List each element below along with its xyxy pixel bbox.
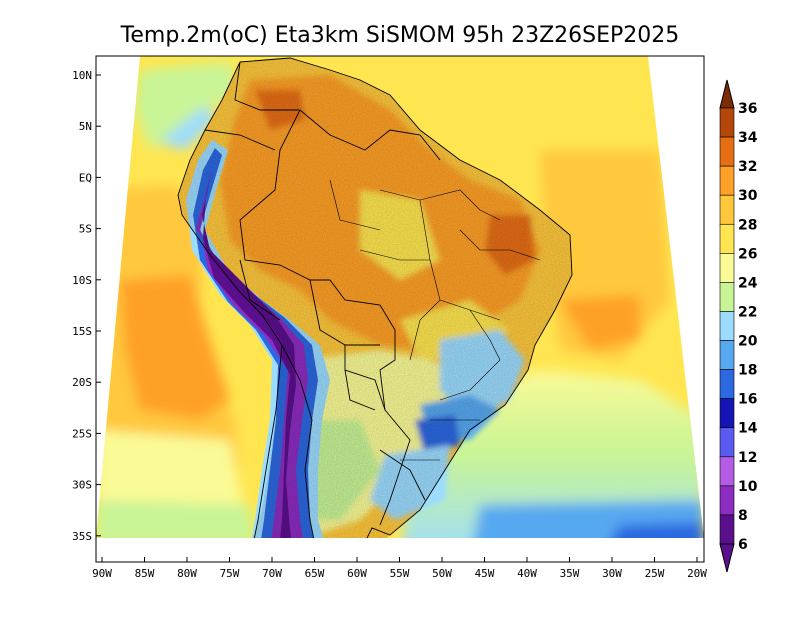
colorbar-swatch bbox=[719, 311, 735, 341]
lon-tick-label: 80W bbox=[177, 567, 197, 580]
lon-tick-label: 30W bbox=[602, 567, 622, 580]
coastline bbox=[177, 57, 573, 538]
lon-tick-label: 65W bbox=[305, 567, 325, 580]
brazil-border bbox=[239, 109, 441, 526]
colorbar-swatch bbox=[719, 398, 735, 429]
lon-tick-label: 85W bbox=[135, 567, 155, 580]
colorbar-label: 28 bbox=[738, 217, 757, 233]
caribbean-mild-area bbox=[135, 62, 240, 150]
colorbar-label: 24 bbox=[738, 275, 758, 291]
colombia-border bbox=[204, 61, 300, 151]
colorbar-label: 10 bbox=[738, 479, 758, 495]
lat-tick-label: 35S bbox=[72, 530, 92, 543]
lon-tick-label: 20W bbox=[687, 567, 707, 580]
lon-tick-label: 55W bbox=[390, 567, 410, 580]
argentina-chile-border bbox=[281, 344, 386, 538]
colorbar-label: 8 bbox=[738, 508, 748, 524]
colorbar-label: 14 bbox=[738, 421, 758, 437]
colorbar-label: 34 bbox=[738, 130, 758, 146]
colorbar-label: 26 bbox=[738, 246, 757, 262]
lon-tick-label: 60W bbox=[347, 567, 367, 580]
colorbar-swatch bbox=[719, 427, 735, 458]
colorbar-swatch bbox=[719, 136, 735, 167]
colorbar-swatch bbox=[719, 223, 735, 254]
uruguay-paraguay-border bbox=[344, 369, 426, 501]
temperature-field bbox=[96, 56, 704, 538]
colorbar-bottom-arrow bbox=[719, 543, 735, 573]
country-borders bbox=[177, 57, 573, 538]
colorbar-label: 18 bbox=[738, 363, 757, 379]
map-title: Temp.2m(oC) Eta3km SiSMOM 95h 23Z26SEP20… bbox=[120, 23, 680, 48]
colorbar-label: 30 bbox=[738, 188, 758, 204]
lat-tick-label: 5S bbox=[79, 223, 92, 236]
lon-tick-label: 75W bbox=[220, 567, 240, 580]
brazil-states bbox=[329, 179, 541, 461]
pacific-hot-area bbox=[120, 275, 230, 420]
lon-tick-label: 25W bbox=[645, 567, 665, 580]
colorbar-swatch bbox=[719, 165, 735, 196]
colorbar-swatch bbox=[719, 369, 735, 399]
lon-tick-label: 40W bbox=[517, 567, 537, 580]
lat-tick-label: 5N bbox=[79, 120, 92, 133]
colorbar-label: 32 bbox=[738, 159, 757, 175]
lat-tick-label: 15S bbox=[72, 325, 92, 338]
southatlantic-coldest-area bbox=[600, 522, 704, 538]
colorbar-swatch bbox=[719, 485, 735, 516]
southpacific-cool-area bbox=[96, 500, 255, 538]
colorbar-label: 36 bbox=[738, 101, 757, 117]
map-frame bbox=[96, 56, 704, 538]
lon-tick-label: 45W bbox=[475, 567, 495, 580]
colorbar-label: 20 bbox=[738, 334, 758, 350]
lat-tick-label: 30S bbox=[72, 479, 92, 492]
colorbar-swatch bbox=[719, 253, 735, 283]
longitude-axis: 90W 85W 80W 75W 70W 65W 60W 55W 50W 45W 40W 35W 30W 2… bbox=[92, 557, 707, 580]
colorbar-swatch bbox=[719, 282, 735, 312]
continent bbox=[178, 58, 572, 538]
colorbar: 36 34 32 30 28 26 24 22 20 18 16 14 12 10 8 6 bbox=[719, 79, 758, 573]
colorbar-swatch bbox=[719, 340, 735, 370]
colorbar-label: 16 bbox=[738, 392, 757, 408]
colorbar-swatch bbox=[719, 194, 735, 225]
lon-tick-label: 90W bbox=[92, 567, 112, 580]
colorbar-label: 6 bbox=[738, 537, 748, 553]
lon-tick-label: 50W bbox=[432, 567, 452, 580]
lat-tick-label: EQ bbox=[79, 171, 92, 184]
colorbar-swatch bbox=[719, 107, 735, 138]
lon-tick-label: 70W bbox=[262, 567, 282, 580]
lon-tick-label: 35W bbox=[560, 567, 580, 580]
lat-tick-label: 25S bbox=[72, 427, 92, 440]
colorbar-label: 12 bbox=[738, 450, 757, 466]
colorbar-top-arrow bbox=[719, 79, 735, 109]
latitude-axis: 10N 5N EQ 5S 10S 15S 20S 25S 30S 35S bbox=[72, 69, 101, 543]
peru-bolivia-border bbox=[239, 259, 380, 346]
colorbar-swatch bbox=[719, 456, 735, 487]
lat-tick-label: 10N bbox=[72, 69, 92, 82]
southatlantic-cold-area bbox=[470, 500, 704, 538]
lat-tick-label: 10S bbox=[72, 274, 92, 287]
atlantic-hot-area bbox=[560, 295, 640, 350]
colorbar-label: 22 bbox=[738, 304, 757, 320]
colorbar-swatch bbox=[719, 514, 735, 545]
lat-tick-label: 20S bbox=[72, 376, 92, 389]
